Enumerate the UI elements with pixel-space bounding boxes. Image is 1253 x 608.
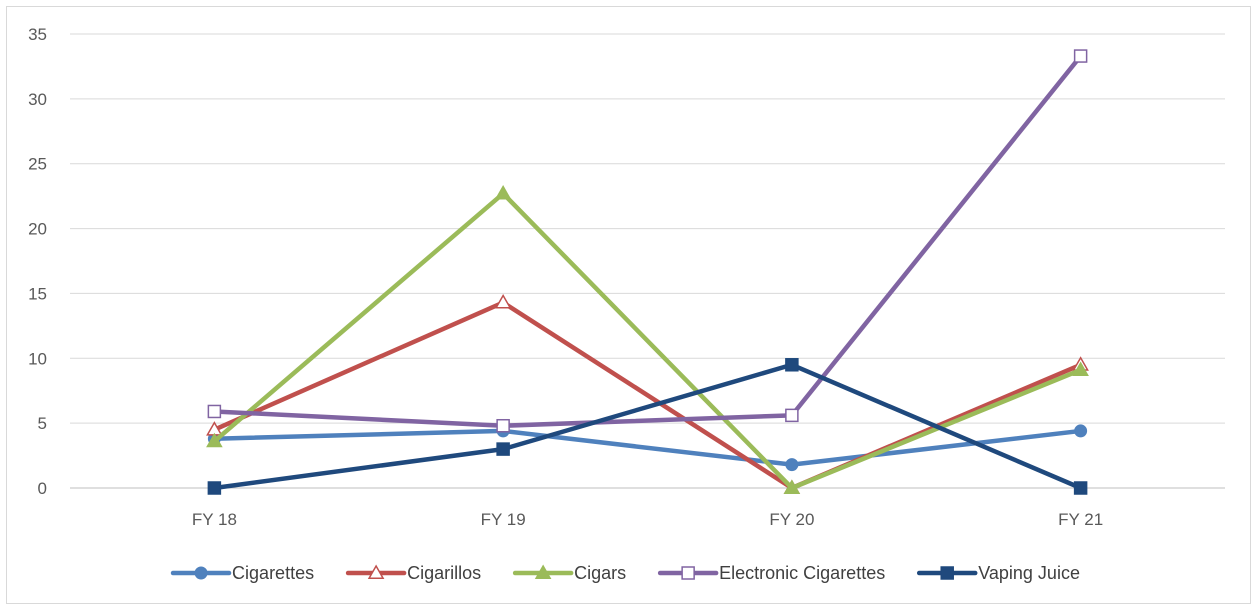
legend-marker-vaping-juice: [940, 566, 954, 580]
data-point-vaping-juice: [1073, 481, 1088, 495]
y-tick-label: 35: [28, 25, 47, 44]
legend-label-electronic-cigarettes: Electronic Cigarettes: [719, 563, 885, 583]
x-tick-label: FY 18: [192, 510, 237, 529]
legend-marker-cigars: [534, 564, 552, 579]
y-tick-label: 0: [38, 479, 47, 498]
data-point-cigarillos: [494, 293, 512, 309]
y-tick-label: 25: [28, 155, 47, 174]
legend-marker-electronic-cigarettes: [681, 566, 695, 580]
legend-marker-cigarettes: [194, 566, 208, 580]
y-tick-label: 5: [38, 414, 47, 433]
legend-label-vaping-juice: Vaping Juice: [978, 563, 1080, 583]
data-point-electronic-cigarettes: [1073, 49, 1088, 63]
x-tick-label: FY 19: [481, 510, 526, 529]
series-line-electronic-cigarettes: [212, 53, 1083, 428]
data-point-electronic-cigarettes: [496, 418, 510, 433]
data-point-cigars: [206, 432, 223, 448]
x-tick-label: FY 21: [1058, 510, 1103, 529]
data-point-vaping-juice: [785, 358, 799, 372]
data-point-cigars: [494, 185, 512, 200]
y-tick-label: 10: [28, 349, 47, 368]
legend-label-cigarillos: Cigarillos: [407, 563, 481, 583]
series-line-cigarettes: [212, 428, 1083, 467]
data-point-electronic-cigarettes: [207, 404, 222, 419]
data-point-vaping-juice: [207, 481, 222, 495]
data-point-cigars: [783, 479, 801, 494]
y-tick-label: 20: [28, 220, 47, 239]
series-line-cigars: [212, 191, 1083, 491]
data-point-electronic-cigarettes: [785, 408, 799, 423]
series-line-vaping-juice: [212, 362, 1083, 491]
data-point-cigarettes: [1074, 424, 1088, 438]
legend-marker-cigarillos: [367, 564, 385, 579]
legend-label-cigars: Cigars: [574, 563, 626, 583]
data-point-vaping-juice: [496, 442, 510, 456]
legend-label-cigarettes: Cigarettes: [232, 563, 314, 583]
data-point-cigarettes: [785, 458, 799, 472]
y-tick-label: 15: [28, 284, 47, 303]
y-tick-label: 30: [28, 90, 47, 109]
data-point-cigars: [1072, 361, 1089, 376]
x-tick-label: FY 20: [769, 510, 814, 529]
